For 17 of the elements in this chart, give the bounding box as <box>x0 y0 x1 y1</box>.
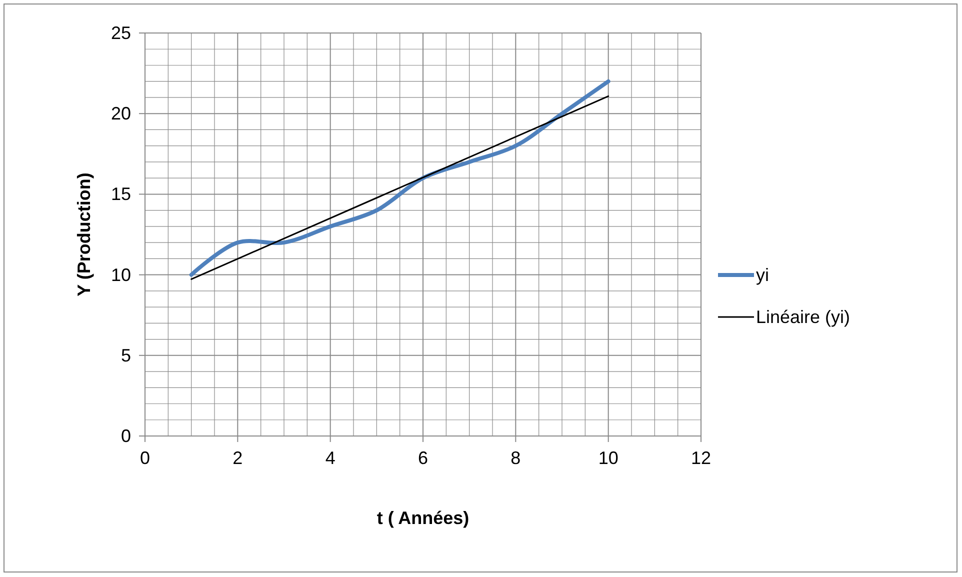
y-tick-label: 25 <box>110 23 131 43</box>
y-tick-label: 20 <box>110 104 131 124</box>
x-tick-label: 6 <box>418 448 428 468</box>
legend-label: Linéaire (yi) <box>756 307 850 327</box>
x-tick-label: 0 <box>140 448 150 468</box>
y-tick-label: 15 <box>110 184 131 204</box>
y-tick-label: 0 <box>120 426 131 446</box>
x-tick-label: 10 <box>598 448 618 468</box>
x-tick-label: 4 <box>325 448 336 468</box>
x-tick-label: 2 <box>232 448 243 468</box>
y-tick-label: 10 <box>110 264 131 285</box>
x-tick-label: 12 <box>690 448 712 468</box>
x-axis-title: t ( Années) <box>376 508 470 528</box>
x-tick-label: 8 <box>510 448 521 468</box>
y-tick-label: 5 <box>120 345 131 366</box>
legend-label: yi <box>756 265 769 285</box>
y-axis-title: Y (Production) <box>74 172 94 296</box>
